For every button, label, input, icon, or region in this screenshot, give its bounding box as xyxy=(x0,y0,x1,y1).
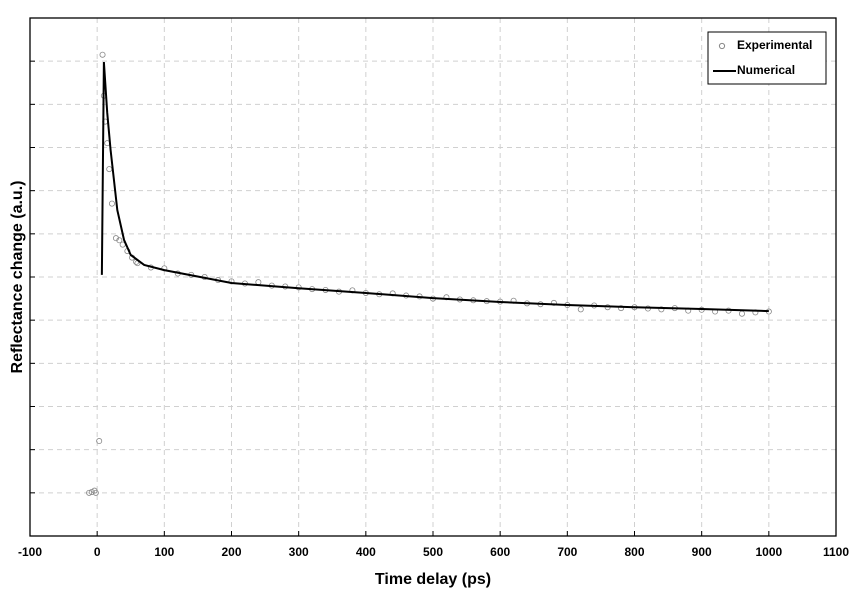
y-axis-title: Reflectance change (a.u.) xyxy=(9,181,26,374)
x-tick-label: -100 xyxy=(18,545,42,559)
x-tick-label: 100 xyxy=(154,545,174,559)
x-tick-label: 200 xyxy=(221,545,241,559)
data-point xyxy=(99,51,106,58)
legend-label: Numerical xyxy=(737,63,795,77)
data-point xyxy=(108,200,115,207)
data-point xyxy=(618,305,625,312)
data-point xyxy=(86,489,93,496)
x-tick-label: 0 xyxy=(94,545,101,559)
x-axis-title: Time delay (ps) xyxy=(375,571,491,588)
x-tick-label: 400 xyxy=(356,545,376,559)
data-point xyxy=(106,166,113,173)
data-point xyxy=(550,299,557,306)
x-tick-label: 1000 xyxy=(755,545,782,559)
x-tick-label: 900 xyxy=(692,545,712,559)
legend-label: Experimental xyxy=(737,38,812,52)
x-tick-label: 500 xyxy=(423,545,443,559)
data-point xyxy=(658,306,665,313)
x-tick-label: 300 xyxy=(289,545,309,559)
data-point xyxy=(92,489,99,496)
x-tick-label: 1100 xyxy=(823,545,849,559)
legend-box xyxy=(707,31,827,85)
x-tick-label: 800 xyxy=(624,545,644,559)
plot-frame xyxy=(29,17,837,537)
data-point xyxy=(738,310,745,317)
data-point xyxy=(96,438,103,445)
x-tick-label: 600 xyxy=(490,545,510,559)
legend-marker xyxy=(718,42,726,50)
data-point xyxy=(577,306,584,313)
x-tick-label: 700 xyxy=(557,545,577,559)
data-point xyxy=(116,237,123,244)
data-line xyxy=(100,61,769,313)
